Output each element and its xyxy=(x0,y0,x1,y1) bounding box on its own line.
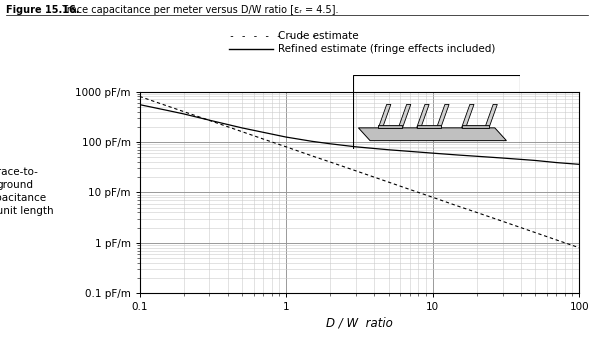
Polygon shape xyxy=(378,125,403,128)
Text: Crude estimate: Crude estimate xyxy=(278,31,359,41)
Text: Refined estimate (fringe effects included): Refined estimate (fringe effects include… xyxy=(278,44,495,54)
Text: Trace capacitance per meter versus D/W ratio [εᵣ = 4.5].: Trace capacitance per meter versus D/W r… xyxy=(56,5,339,15)
Polygon shape xyxy=(437,104,449,128)
Polygon shape xyxy=(462,125,489,128)
Polygon shape xyxy=(416,125,441,128)
Text: Figure 15.16.: Figure 15.16. xyxy=(6,5,80,15)
Polygon shape xyxy=(462,104,474,128)
Bar xyxy=(353,75,520,149)
Polygon shape xyxy=(485,104,497,128)
Text: Trace-to-
ground
capacitance
per unit length: Trace-to- ground capacitance per unit le… xyxy=(0,167,53,216)
Polygon shape xyxy=(399,104,411,128)
Text: - - - - - - - -: - - - - - - - - xyxy=(229,31,317,41)
Polygon shape xyxy=(358,128,507,141)
X-axis label: D / W  ratio: D / W ratio xyxy=(326,316,393,330)
Polygon shape xyxy=(378,104,391,128)
Polygon shape xyxy=(416,104,429,128)
